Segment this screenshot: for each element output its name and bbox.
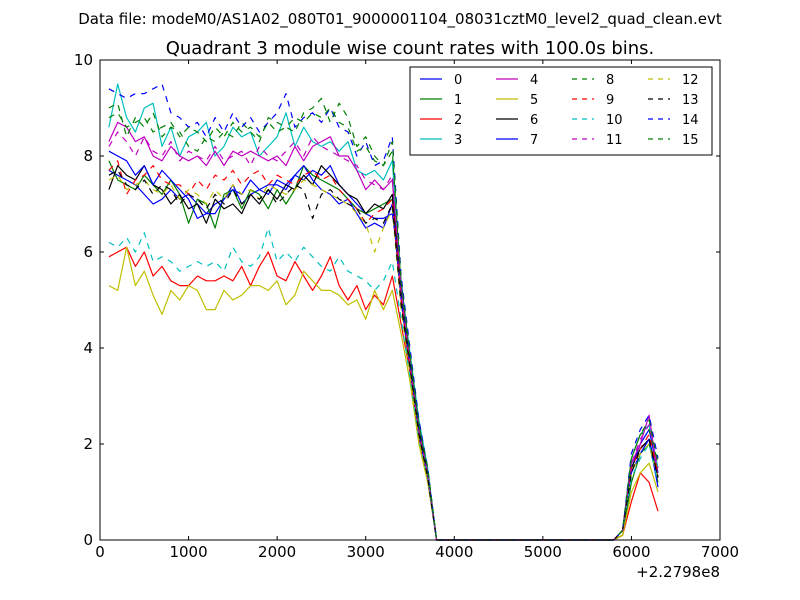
y-tick-label: 4: [83, 339, 93, 357]
series-line-15: [108, 107, 659, 541]
legend-label: 8: [606, 73, 614, 88]
x-tick-label: 5000: [524, 543, 562, 561]
legend-box: [409, 66, 713, 156]
y-tick-label: 6: [83, 243, 93, 261]
x-offset-label: +2.2798e8: [636, 563, 720, 581]
legend-label: 5: [530, 93, 538, 108]
series-line-4: [108, 121, 659, 541]
x-tick-label: 3000: [347, 543, 385, 561]
series-line-2: [108, 246, 659, 541]
x-tick-label: 7000: [701, 543, 739, 561]
series-line-10: [108, 227, 659, 541]
legend-label: 7: [530, 133, 538, 148]
series-line-13: [108, 169, 659, 541]
suptitle: Data file: modeM0/AS1A02_080T01_90000011…: [78, 10, 722, 29]
legend-label: 2: [454, 113, 462, 128]
legend-label: 0: [454, 73, 462, 88]
series-line-7: [108, 150, 659, 541]
plot-frame: [99, 59, 721, 541]
x-tick-label: 4000: [435, 543, 473, 561]
series-line-5: [108, 246, 659, 541]
series-line-11: [108, 131, 659, 541]
legend-label: 6: [530, 113, 538, 128]
series-line-9: [108, 160, 659, 541]
legend-label: 3: [454, 133, 462, 148]
x-tick-label: 1000: [169, 543, 207, 561]
legend-label: 13: [682, 93, 699, 108]
chart-title: Quadrant 3 module wise count rates with …: [166, 38, 655, 59]
y-tick-label: 10: [74, 51, 93, 69]
legend-label: 11: [606, 133, 623, 148]
x-tick-label: 6000: [612, 543, 650, 561]
y-tick-label: 2: [83, 435, 93, 453]
legend-label: 14: [682, 113, 699, 128]
x-tick-label: 0: [95, 543, 105, 561]
legend-label: 10: [606, 113, 623, 128]
legend-label: 9: [606, 93, 614, 108]
y-tick-label: 0: [83, 531, 93, 549]
x-tick-label: 2000: [258, 543, 296, 561]
legend-label: 4: [530, 73, 538, 88]
legend-label: 15: [682, 133, 699, 148]
legend-label: 1: [454, 93, 462, 108]
legend-label: 12: [682, 73, 699, 88]
series-line-12: [108, 174, 659, 541]
y-tick-label: 8: [83, 147, 93, 165]
series-line-1: [108, 160, 659, 541]
